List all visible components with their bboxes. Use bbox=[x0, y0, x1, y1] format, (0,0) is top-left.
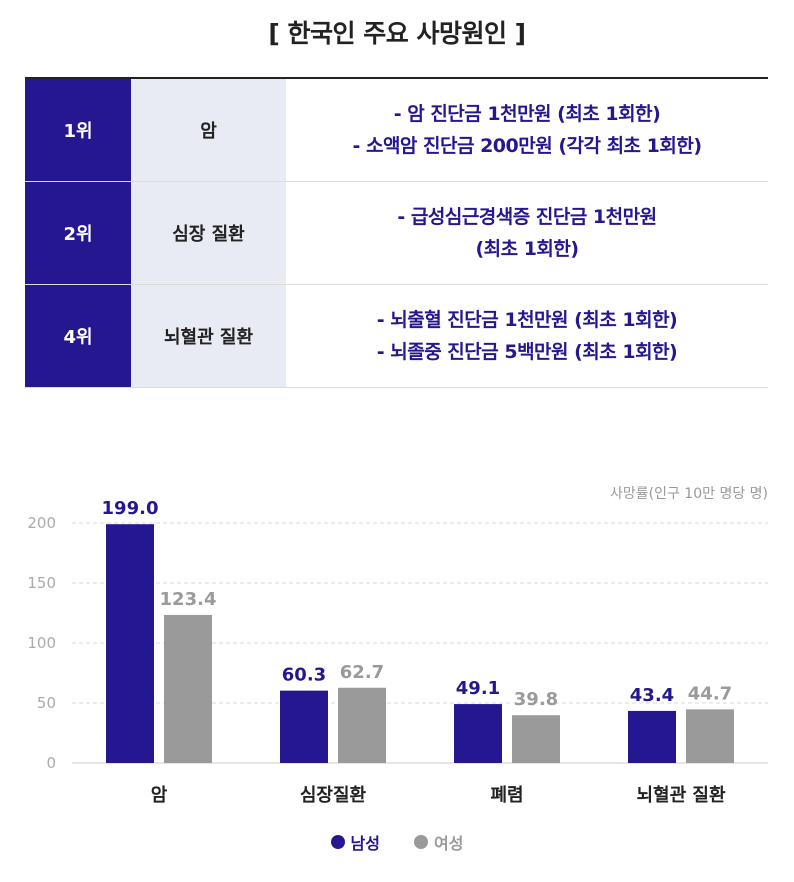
bar bbox=[686, 709, 734, 763]
coverage-line: - 뇌출혈 진단금 1천만원 (최초 1회한) bbox=[376, 309, 678, 331]
coverage-cell: - 암 진단금 1천만원 (최초 1회한) - 소액암 진단금 200만원 (각각… bbox=[286, 79, 768, 181]
rank-cell: 1위 bbox=[25, 79, 131, 181]
data-label: 62.7 bbox=[340, 662, 384, 683]
causes-table: 1위 암 - 암 진단금 1천만원 (최초 1회한) - 소액암 진단금 200만원 … bbox=[25, 77, 768, 388]
y-tick-label: 200 bbox=[27, 514, 56, 532]
chart-svg: 0 50 100 150 200 199.0 123.4 암 60.3 62.7 심장질환 49.1 3… bbox=[27, 498, 768, 806]
data-label: 199.0 bbox=[102, 498, 159, 519]
y-tick-label: 150 bbox=[27, 574, 56, 592]
cause-cell: 암 bbox=[131, 79, 286, 181]
legend-dot-icon bbox=[330, 835, 345, 849]
y-tick-label: 0 bbox=[46, 754, 56, 772]
rank-cell: 2위 bbox=[25, 182, 131, 284]
x-tick-label: 폐렴 bbox=[490, 785, 523, 806]
bar bbox=[164, 614, 212, 763]
legend-item: 여성 bbox=[414, 830, 463, 854]
data-label: 43.4 bbox=[630, 685, 674, 706]
bar bbox=[280, 690, 328, 763]
mortality-chart: 사망률(인구 10만 명당 명) 0 50 100 150 200 199.0 123.4 암… bbox=[0, 470, 794, 882]
bar bbox=[106, 524, 154, 763]
coverage-line: (최초 1회한) bbox=[475, 238, 579, 260]
coverage-line: - 소액암 진단금 200만원 (각각 최초 1회한) bbox=[352, 135, 702, 157]
legend-label: 여성 bbox=[434, 834, 464, 853]
x-tick-label: 암 bbox=[151, 785, 168, 806]
data-label: 44.7 bbox=[688, 683, 732, 704]
x-tick-label: 뇌혈관 질환 bbox=[636, 784, 726, 806]
table-row: 1위 암 - 암 진단금 1천만원 (최초 1회한) - 소액암 진단금 200만원 … bbox=[25, 79, 768, 182]
bar bbox=[454, 704, 502, 763]
x-tick-label: 심장질환 bbox=[300, 784, 367, 806]
chart-legend: 남성 여성 bbox=[0, 830, 794, 854]
coverage-cell: - 뇌출혈 진단금 1천만원 (최초 1회한) - 뇌졸중 진단금 5백만원 (최… bbox=[286, 285, 768, 387]
coverage-line: - 뇌졸중 진단금 5백만원 (최초 1회한) bbox=[376, 341, 678, 363]
bar bbox=[338, 687, 386, 763]
data-label: 39.8 bbox=[514, 689, 558, 710]
data-label: 49.1 bbox=[456, 678, 500, 699]
data-label: 123.4 bbox=[160, 589, 217, 610]
y-tick-label: 100 bbox=[27, 634, 56, 652]
y-axis-unit-label: 사망률(인구 10만 명당 명) bbox=[609, 486, 768, 502]
legend-item: 남성 bbox=[330, 830, 380, 854]
legend-dot-icon bbox=[414, 835, 428, 849]
table-row: 2위 심장 질환 - 급성심근경색증 진단금 1천만원 (최초 1회한) bbox=[25, 182, 768, 285]
legend-label: 남성 bbox=[350, 834, 380, 853]
data-label: 60.3 bbox=[282, 665, 326, 686]
coverage-line: - 암 진단금 1천만원 (최초 1회한) bbox=[393, 103, 661, 125]
rank-cell: 4위 bbox=[25, 285, 131, 387]
table-row: 4위 뇌혈관 질환 - 뇌출혈 진단금 1천만원 (최초 1회한) - 뇌졸중 진단금… bbox=[25, 285, 768, 388]
coverage-cell: - 급성심근경색증 진단금 1천만원 (최초 1회한) bbox=[286, 182, 768, 284]
page-title: [ 한국인 주요 사망원인 ] bbox=[268, 19, 526, 48]
cause-cell: 심장 질환 bbox=[131, 182, 286, 284]
coverage-line: - 급성심근경색증 진단금 1천만원 bbox=[397, 206, 657, 228]
y-tick-label: 50 bbox=[37, 694, 56, 712]
bar bbox=[628, 710, 676, 763]
bar bbox=[512, 715, 560, 763]
cause-cell: 뇌혈관 질환 bbox=[131, 285, 286, 387]
